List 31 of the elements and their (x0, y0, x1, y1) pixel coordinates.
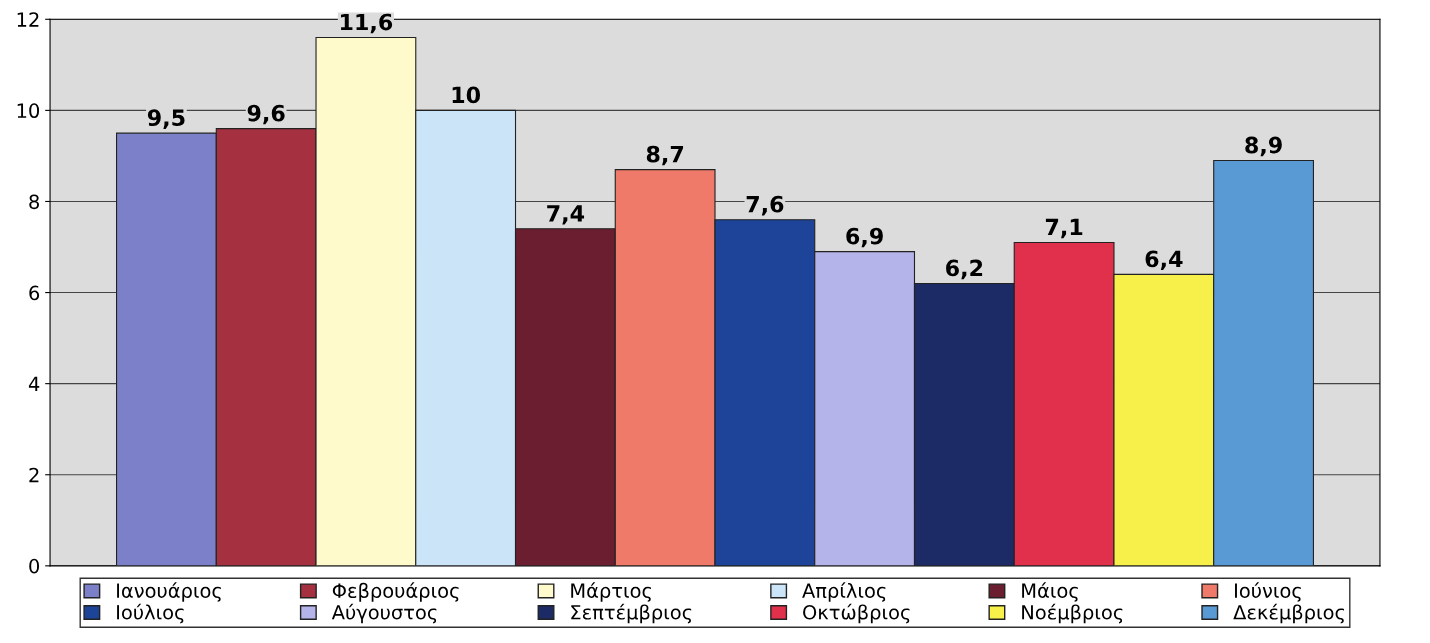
data-label: 7,4 (547, 205, 585, 225)
data-label: 6,4 (1145, 250, 1183, 271)
data-label: 8,9 (1245, 136, 1282, 157)
y-tick-label: 0 (29, 558, 40, 574)
legend-label: Ιούλιος (117, 603, 184, 624)
data-label: 8,7 (646, 145, 684, 166)
data-label: 7,1 (1045, 218, 1083, 239)
legend-label: Μάιος (1022, 582, 1078, 602)
y-tick-label: 6 (29, 285, 40, 301)
legend-label: Δεκέμβριος (1233, 603, 1344, 624)
legend-label: Σεπτέμβριος (571, 603, 692, 624)
legend-label: Νοέμβριος (1022, 603, 1123, 624)
legend-label: Ιανουάριος (117, 582, 221, 602)
y-tick-label: 12 (17, 12, 39, 27)
data-label: 9,5 (147, 109, 185, 129)
data-label: 9,6 (247, 104, 285, 125)
data-label: 11,6 (340, 13, 393, 34)
data-label: 7,6 (746, 195, 784, 216)
legend-label: Μάρτιος (571, 582, 651, 602)
y-tick-label: 4 (28, 376, 40, 392)
data-label: 10 (452, 86, 481, 104)
y-tick-label: 8 (29, 194, 39, 210)
legend-label: Ιούνιος (1235, 582, 1301, 602)
data-label: 6,2 (946, 259, 983, 280)
legend-label: Απρίλιος (802, 582, 886, 602)
legend-label: Οκτώβριος (803, 603, 910, 624)
y-tick-label: 2 (29, 467, 39, 483)
legend-label: Αύγουστος (331, 603, 437, 624)
legend-label: Φεβρουάριος (332, 582, 459, 602)
data-label: 6,9 (846, 227, 883, 248)
y-tick-label: 10 (17, 103, 40, 119)
